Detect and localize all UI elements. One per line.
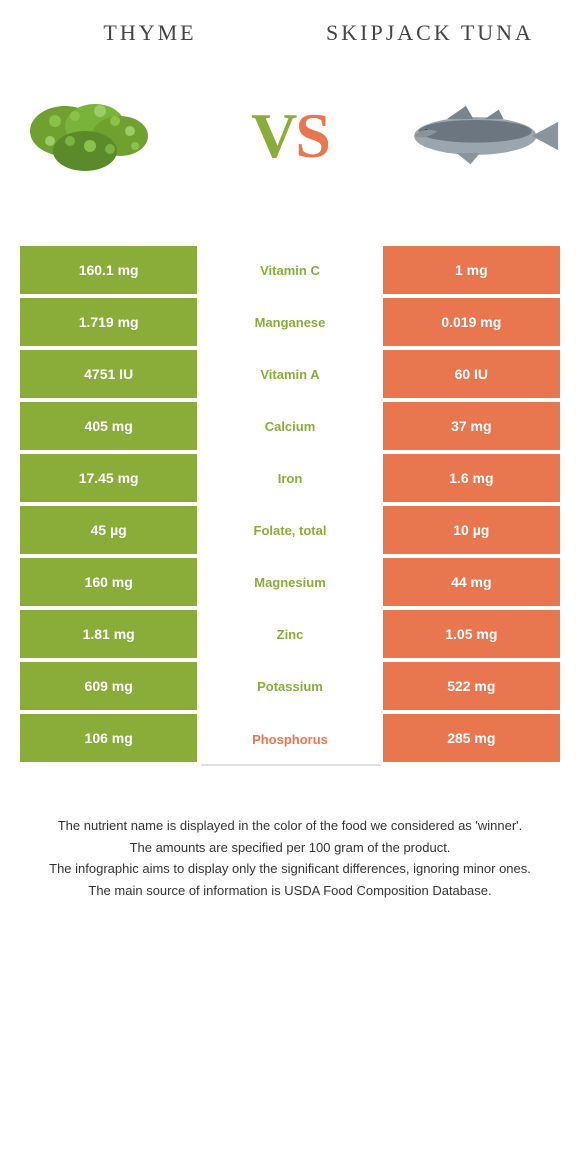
right-value: 522 mg [383, 662, 560, 714]
table-row: 405 mgCalcium37 mg [20, 402, 560, 454]
footer-line-4: The main source of information is USDA F… [30, 881, 550, 901]
left-value: 160 mg [20, 558, 201, 610]
right-value: 1.6 mg [383, 454, 560, 506]
thyme-icon [25, 81, 175, 191]
vs-label: VS [251, 99, 329, 173]
table-row: 160.1 mgVitamin C1 mg [20, 246, 560, 298]
nutrient-name: Folate, total [201, 506, 382, 558]
left-value: 45 µg [20, 506, 201, 558]
table-row: 609 mgPotassium522 mg [20, 662, 560, 714]
table-row: 17.45 mgIron1.6 mg [20, 454, 560, 506]
left-value: 106 mg [20, 714, 201, 766]
left-value: 17.45 mg [20, 454, 201, 506]
table-row: 45 µgFolate, total10 µg [20, 506, 560, 558]
left-value: 1.719 mg [20, 298, 201, 350]
tuna-icon [400, 96, 560, 176]
right-food-title: SKIPJACK TUNA [290, 20, 570, 46]
nutrient-name: Vitamin C [201, 246, 382, 298]
footer-line-3: The infographic aims to display only the… [30, 859, 550, 879]
nutrient-name: Iron [201, 454, 382, 506]
footer-notes: The nutrient name is displayed in the co… [30, 816, 550, 900]
left-value: 405 mg [20, 402, 201, 454]
vs-row: VS [0, 56, 580, 216]
nutrient-name: Potassium [201, 662, 382, 714]
table-row: 1.719 mgManganese0.019 mg [20, 298, 560, 350]
left-value: 1.81 mg [20, 610, 201, 662]
right-value: 1 mg [383, 246, 560, 298]
right-value: 44 mg [383, 558, 560, 610]
nutrient-name: Vitamin A [201, 350, 382, 402]
right-value: 37 mg [383, 402, 560, 454]
table-row: 1.81 mgZinc1.05 mg [20, 610, 560, 662]
nutrient-name: Zinc [201, 610, 382, 662]
left-food-title: THYME [10, 20, 290, 46]
left-value: 160.1 mg [20, 246, 201, 298]
thyme-image [20, 76, 180, 196]
left-value: 4751 IU [20, 350, 201, 402]
vs-s: S [295, 100, 329, 171]
right-value: 0.019 mg [383, 298, 560, 350]
table-row: 4751 IUVitamin A60 IU [20, 350, 560, 402]
nutrient-table: 160.1 mgVitamin C1 mg1.719 mgManganese0.… [20, 246, 560, 766]
right-value: 285 mg [383, 714, 560, 766]
header: THYME SKIPJACK TUNA [0, 0, 580, 56]
nutrient-name: Calcium [201, 402, 382, 454]
tuna-image [400, 76, 560, 196]
table-row: 106 mgPhosphorus285 mg [20, 714, 560, 766]
nutrient-name: Phosphorus [201, 714, 382, 766]
right-value: 10 µg [383, 506, 560, 558]
nutrient-name: Magnesium [201, 558, 382, 610]
left-value: 609 mg [20, 662, 201, 714]
right-value: 1.05 mg [383, 610, 560, 662]
vs-v: V [251, 100, 295, 171]
right-value: 60 IU [383, 350, 560, 402]
nutrient-name: Manganese [201, 298, 382, 350]
footer-line-1: The nutrient name is displayed in the co… [30, 816, 550, 836]
table-row: 160 mgMagnesium44 mg [20, 558, 560, 610]
footer-line-2: The amounts are specified per 100 gram o… [30, 838, 550, 858]
